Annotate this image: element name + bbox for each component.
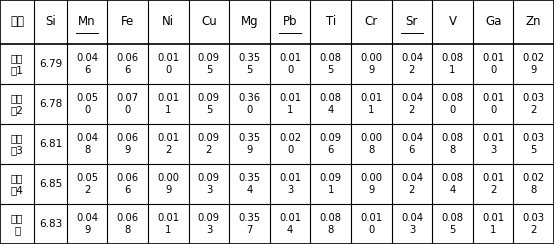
Text: Ni: Ni — [162, 15, 175, 29]
Text: 0.01
0: 0.01 0 — [482, 53, 504, 75]
Text: 0.01
1: 0.01 1 — [279, 93, 301, 115]
Text: 0.04
3: 0.04 3 — [401, 213, 423, 235]
Text: 0.06
6: 0.06 6 — [117, 53, 139, 75]
Text: 0.03
2: 0.03 2 — [523, 213, 545, 235]
Text: 0.04
2: 0.04 2 — [401, 53, 423, 75]
Text: 0.02
0: 0.02 0 — [279, 133, 301, 155]
Text: 0.08
8: 0.08 8 — [320, 213, 342, 235]
Text: 实施
例4: 实施 例4 — [11, 173, 24, 195]
Text: 0.35
9: 0.35 9 — [238, 133, 260, 155]
Text: 0.00
9: 0.00 9 — [360, 53, 382, 75]
Text: 0.07
0: 0.07 0 — [117, 93, 139, 115]
Text: 0.04
6: 0.04 6 — [76, 53, 98, 75]
Text: 0.09
1: 0.09 1 — [320, 173, 342, 195]
Text: 0.01
1: 0.01 1 — [482, 213, 504, 235]
Text: 0.02
8: 0.02 8 — [522, 173, 545, 195]
Text: 0.06
8: 0.06 8 — [117, 213, 139, 235]
Text: Pb: Pb — [283, 15, 297, 29]
Text: 0.01
0: 0.01 0 — [360, 213, 382, 235]
Text: 0.04
8: 0.04 8 — [76, 133, 98, 155]
Text: 0.09
3: 0.09 3 — [198, 173, 220, 195]
Text: 元素: 元素 — [10, 15, 24, 29]
Text: Si: Si — [45, 15, 56, 29]
Text: Ga: Ga — [485, 15, 501, 29]
Text: 0.06
9: 0.06 9 — [117, 133, 139, 155]
Text: 0.09
3: 0.09 3 — [198, 213, 220, 235]
Text: 0.09
5: 0.09 5 — [198, 53, 220, 75]
Text: V: V — [449, 15, 456, 29]
Text: 0.04
6: 0.04 6 — [401, 133, 423, 155]
Text: 0.01
0: 0.01 0 — [482, 93, 504, 115]
Text: Fe: Fe — [121, 15, 135, 29]
Text: 0.05
2: 0.05 2 — [76, 173, 98, 195]
Text: Zn: Zn — [526, 15, 541, 29]
Text: 0.01
0: 0.01 0 — [279, 53, 301, 75]
Text: 0.03
5: 0.03 5 — [523, 133, 545, 155]
Text: 0.01
1: 0.01 1 — [360, 93, 382, 115]
Text: Ti: Ti — [326, 15, 336, 29]
Text: 0.08
4: 0.08 4 — [442, 173, 464, 195]
Text: 0.00
9: 0.00 9 — [360, 173, 382, 195]
Text: 0.05
0: 0.05 0 — [76, 93, 98, 115]
Text: 实施
例1: 实施 例1 — [11, 53, 24, 75]
Text: 0.08
1: 0.08 1 — [442, 53, 464, 75]
Text: 0.35
7: 0.35 7 — [238, 213, 260, 235]
Text: 0.02
9: 0.02 9 — [522, 53, 545, 75]
Text: 0.35
5: 0.35 5 — [238, 53, 260, 75]
Text: 0.01
1: 0.01 1 — [157, 213, 179, 235]
Text: 0.01
0: 0.01 0 — [157, 53, 179, 75]
Text: 0.35
4: 0.35 4 — [238, 173, 260, 195]
Text: Cr: Cr — [365, 15, 378, 29]
Text: 0.36
0: 0.36 0 — [238, 93, 260, 115]
Text: 0.08
4: 0.08 4 — [320, 93, 342, 115]
Text: 6.79: 6.79 — [39, 59, 62, 69]
Text: 0.04
9: 0.04 9 — [76, 213, 98, 235]
Text: 0.08
0: 0.08 0 — [442, 93, 464, 115]
Text: 0.01
2: 0.01 2 — [157, 133, 179, 155]
Text: 实施
例2: 实施 例2 — [11, 93, 24, 115]
Text: 0.08
5: 0.08 5 — [442, 213, 464, 235]
Text: 0.09
5: 0.09 5 — [198, 93, 220, 115]
Text: 0.09
6: 0.09 6 — [320, 133, 342, 155]
Text: 0.01
1: 0.01 1 — [157, 93, 179, 115]
Text: 0.01
2: 0.01 2 — [482, 173, 504, 195]
Text: 0.00
8: 0.00 8 — [360, 133, 382, 155]
Text: 0.08
5: 0.08 5 — [320, 53, 342, 75]
Text: 0.06
6: 0.06 6 — [117, 173, 139, 195]
Text: 标准
值: 标准 值 — [11, 213, 23, 235]
Text: 0.04
2: 0.04 2 — [401, 173, 423, 195]
Text: 0.01
3: 0.01 3 — [482, 133, 504, 155]
Text: 6.83: 6.83 — [39, 219, 62, 229]
Text: 0.04
2: 0.04 2 — [401, 93, 423, 115]
Text: 0.01
4: 0.01 4 — [279, 213, 301, 235]
Text: Cu: Cu — [201, 15, 217, 29]
Text: Mn: Mn — [78, 15, 96, 29]
Text: Mg: Mg — [240, 15, 258, 29]
Text: 0.01
3: 0.01 3 — [279, 173, 301, 195]
Text: 6.81: 6.81 — [39, 139, 62, 149]
Text: 0.03
2: 0.03 2 — [523, 93, 545, 115]
Text: 0.00
9: 0.00 9 — [157, 173, 179, 195]
Text: 6.85: 6.85 — [39, 179, 62, 189]
Text: Sr: Sr — [406, 15, 418, 29]
Text: 实施
例3: 实施 例3 — [11, 133, 24, 155]
Text: 0.08
8: 0.08 8 — [442, 133, 464, 155]
Text: 6.78: 6.78 — [39, 99, 62, 109]
Text: 0.09
2: 0.09 2 — [198, 133, 220, 155]
